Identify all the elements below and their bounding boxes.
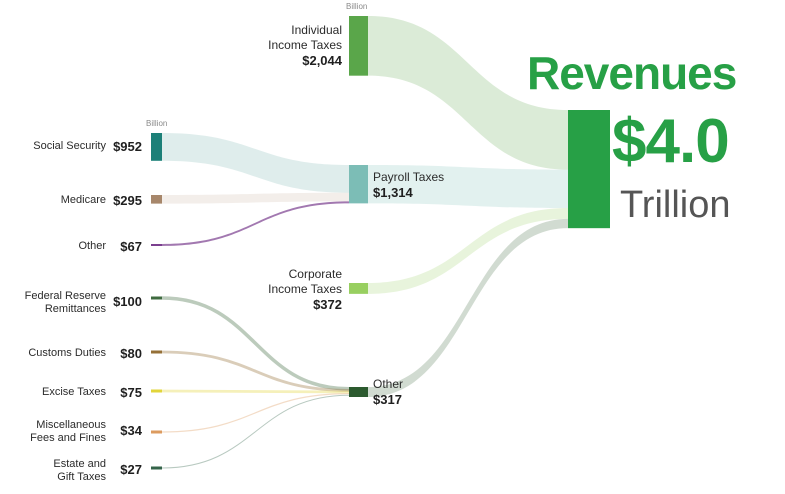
label-corporate-name-1: Income Taxes bbox=[268, 282, 342, 296]
label-payroll-other-name-0: Other bbox=[78, 240, 106, 252]
flow-payroll-to-total bbox=[368, 165, 568, 209]
node-customs bbox=[151, 350, 162, 354]
label-customs-name-0: Customs Duties bbox=[28, 347, 106, 359]
unit-label-left: Billion bbox=[146, 119, 168, 128]
label-individual-name-1: Income Taxes bbox=[268, 38, 342, 52]
node-misc-fees bbox=[151, 430, 162, 434]
value-individual: $2,044 bbox=[302, 53, 342, 68]
value-payroll-other: $67 bbox=[120, 239, 142, 254]
unit-label-top: Billion bbox=[346, 2, 368, 11]
value-estate-gift: $27 bbox=[120, 462, 142, 477]
flow-excise-to-other bbox=[161, 389, 350, 394]
node-other bbox=[349, 387, 368, 397]
revenues-unit: Trillion bbox=[620, 184, 731, 226]
value-misc-fees: $34 bbox=[120, 423, 142, 438]
node-estate-gift bbox=[151, 466, 162, 470]
node-social-security bbox=[151, 133, 162, 161]
label-estate-gift-name-0: Estate and bbox=[53, 458, 106, 470]
node-payroll bbox=[349, 165, 368, 204]
revenues-total-value: $4.0 bbox=[612, 107, 730, 176]
label-medicare-name-0: Medicare bbox=[60, 194, 106, 206]
label-misc-fees-name-0: Miscellaneous bbox=[36, 419, 106, 431]
label-excise-name-0: Excise Taxes bbox=[42, 386, 106, 398]
node-individual bbox=[349, 16, 368, 76]
flow-other-to-total bbox=[368, 218, 568, 397]
label-payroll-name-0: Payroll Taxes bbox=[373, 170, 445, 184]
flow-medicare-to-payroll bbox=[162, 192, 349, 204]
flow-payroll-other-to-payroll bbox=[162, 201, 349, 246]
flow-estate-gift-to-other bbox=[161, 394, 350, 469]
value-corporate: $372 bbox=[313, 297, 342, 312]
label-misc-fees-name-1: Fees and Fines bbox=[30, 432, 106, 444]
value-social-security: $952 bbox=[113, 139, 142, 154]
value-medicare: $295 bbox=[113, 193, 142, 208]
flow-corporate-to-total bbox=[368, 208, 568, 294]
flow-misc-fees-to-other bbox=[161, 392, 350, 433]
flow-federal-reserve-to-other bbox=[161, 296, 350, 391]
node-corporate bbox=[349, 283, 368, 294]
flow-social-security-to-payroll bbox=[162, 133, 349, 193]
value-excise: $75 bbox=[120, 385, 142, 400]
value-customs: $80 bbox=[120, 346, 142, 361]
value-payroll: $1,314 bbox=[373, 185, 413, 200]
label-social-security-name-0: Social Security bbox=[33, 140, 106, 152]
revenues-title: Revenues bbox=[527, 47, 737, 99]
node-federal-reserve bbox=[151, 296, 162, 300]
label-individual-name-0: Individual bbox=[291, 23, 342, 37]
flow-customs-to-other bbox=[161, 350, 350, 392]
value-other: $317 bbox=[373, 392, 402, 407]
label-corporate-name-0: Corporate bbox=[288, 267, 342, 281]
label-federal-reserve-name-0: Federal Reserve bbox=[24, 290, 106, 302]
label-estate-gift-name-1: Gift Taxes bbox=[57, 471, 106, 483]
value-federal-reserve: $100 bbox=[113, 294, 142, 309]
node-excise bbox=[151, 389, 162, 393]
label-other-name-0: Other bbox=[373, 377, 404, 391]
label-federal-reserve-name-1: Remittances bbox=[44, 303, 106, 315]
node-payroll-other bbox=[151, 244, 162, 246]
node-medicare bbox=[151, 195, 162, 204]
flow-individual-to-total bbox=[368, 16, 568, 170]
node-total-revenues bbox=[568, 110, 610, 229]
